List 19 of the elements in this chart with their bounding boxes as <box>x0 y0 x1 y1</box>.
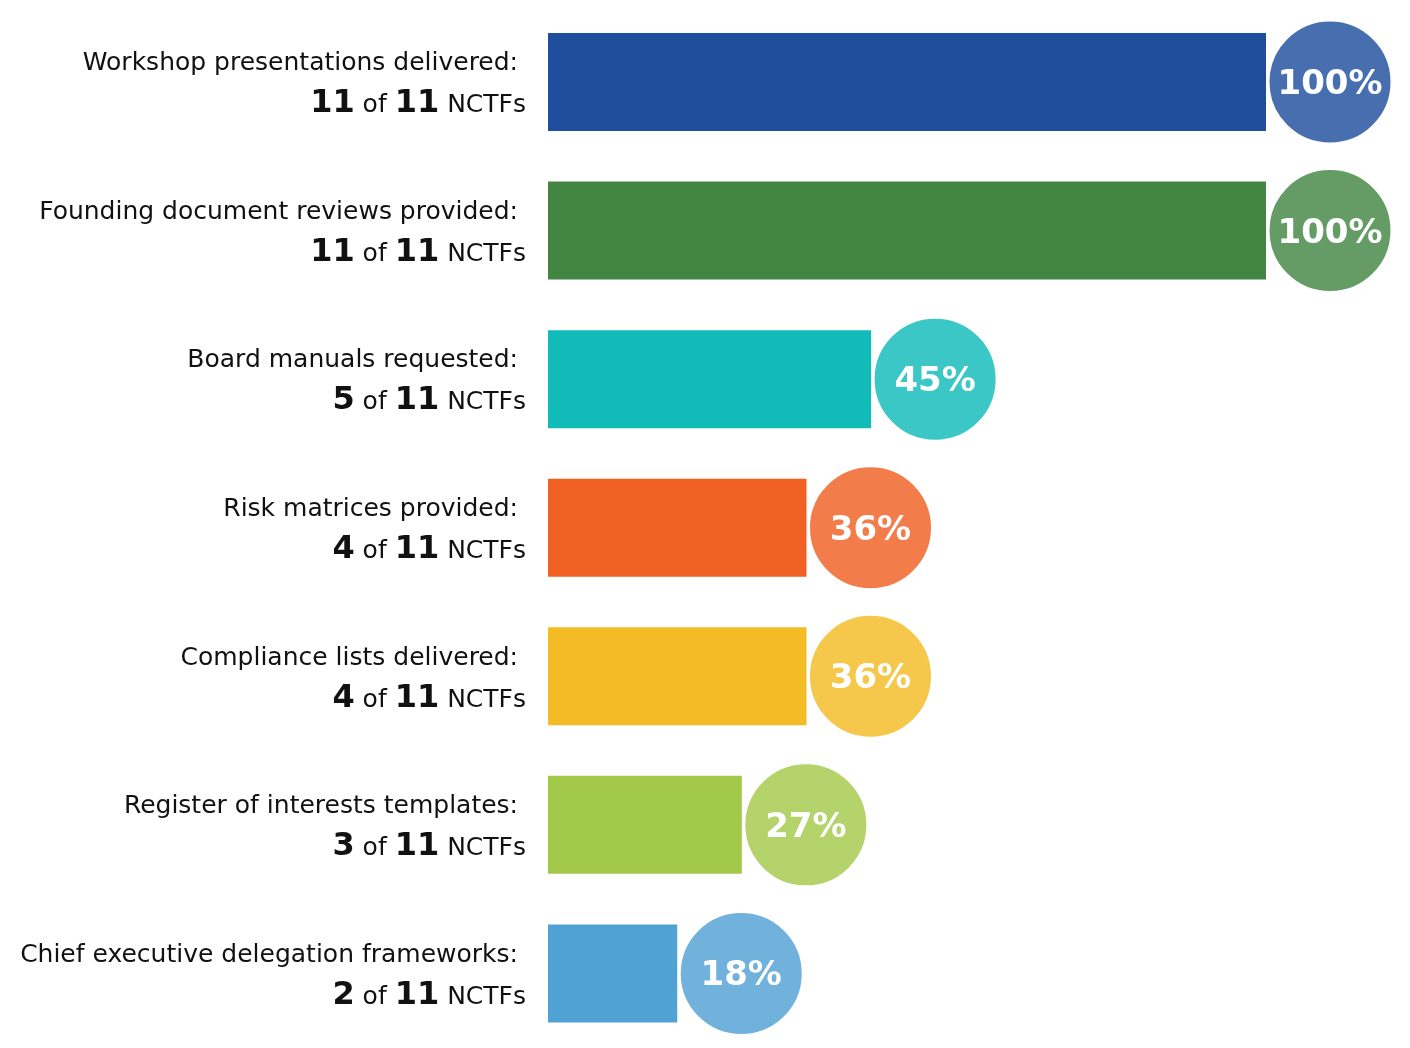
bar <box>548 775 742 874</box>
category-label: Compliance lists delivered: 4 of 11 NCTFs <box>180 641 526 715</box>
data-label: 45% <box>894 359 976 400</box>
y-tick-label: Register of interests templates: 3 of 11 NCTFs <box>123 790 526 864</box>
bar <box>548 33 1266 131</box>
data-label: 36% <box>829 507 912 548</box>
data-label: 100% <box>1277 62 1383 102</box>
data-label: 36% <box>829 656 912 697</box>
bar <box>548 627 807 726</box>
y-tick-label: Board manuals requested: 5 of 11 NCTFs <box>187 344 526 418</box>
bar <box>548 478 807 577</box>
category-label: Risk matrices provided: 4 of 11 NCTFs <box>223 493 526 566</box>
data-label: 100% <box>1277 210 1383 251</box>
y-tick-label: Chief executive delegation frameworks: 2 of 11 NCTFs <box>20 938 526 1012</box>
category-label: Founding document reviews provided: 11 of 11 NCTFs <box>39 195 526 269</box>
data-label: 27% <box>765 804 847 845</box>
category-label: Workshop presentations delivered: 11 of 11 NCTFs <box>82 47 526 121</box>
bar <box>548 181 1266 280</box>
data-label: 18% <box>700 953 782 994</box>
